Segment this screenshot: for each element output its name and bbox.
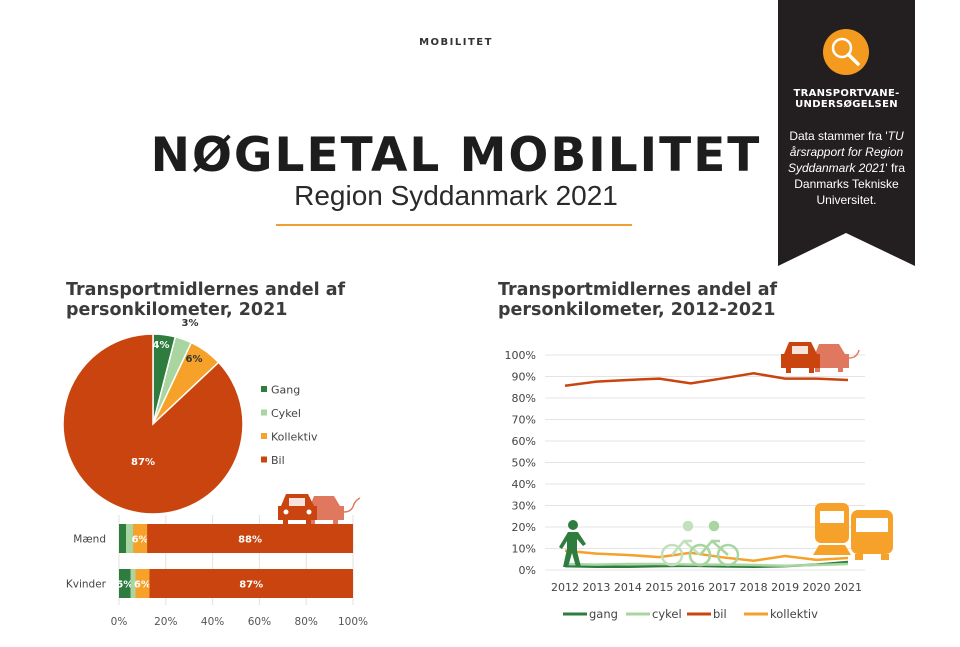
pie-data-label: 4% — [153, 340, 170, 351]
banner-text-prefix: Data stammer fra ' — [789, 129, 888, 143]
bar-data-label: 6% — [134, 580, 151, 591]
legend-label-kollektiv: kollektiv — [770, 607, 818, 621]
bus-icon — [851, 510, 893, 560]
line-series-bil — [564, 372, 849, 387]
train-icon — [813, 503, 851, 555]
x-tick-label: 2019 — [771, 581, 799, 594]
legend-label-cykel: cykel — [652, 607, 682, 621]
legend-label-bil: Bil — [271, 454, 285, 467]
bar-segment-bil — [149, 569, 353, 598]
x-tick-label: 0% — [111, 616, 128, 628]
pie-slice-bil — [62, 333, 244, 515]
banner-shape — [778, 0, 915, 266]
x-tick-label: 20% — [154, 616, 177, 628]
bar-segment-gang — [119, 524, 127, 553]
x-tick-label: 2012 — [551, 581, 579, 594]
line-chart: 0%10%20%30%40%50%60%70%80%90%100%2012 201… — [505, 349, 865, 621]
pie-data-label: 87% — [131, 457, 155, 468]
y-tick-label: 50% — [512, 457, 536, 470]
bar-data-label: 5% — [116, 580, 133, 591]
bicycles-icon — [660, 520, 740, 567]
pie-data-label: 3% — [182, 318, 199, 329]
legend-swatch-bil — [261, 456, 267, 463]
bar-segment-gang — [119, 569, 131, 598]
x-tick-label: 2016 — [677, 581, 705, 594]
x-tick-label: 2021 — [834, 581, 862, 594]
bar-segment-bil — [147, 524, 353, 553]
y-tick-label: 90% — [512, 371, 536, 384]
cars-icon — [781, 342, 860, 373]
x-tick-label: 2018 — [740, 581, 768, 594]
bar-data-label: 88% — [238, 535, 262, 546]
banner-heading: TRANSPORTVANE- UNDERSØGELSEN — [778, 88, 915, 110]
legend-label-bil: bil — [713, 607, 727, 621]
magnifier-icon — [823, 29, 869, 75]
y-tick-label: 60% — [512, 435, 536, 448]
bar-segment-kollektiv — [135, 569, 150, 598]
bar-segment-kollektiv — [133, 524, 148, 553]
pie-legend: Gang Cykel Kollektiv Bil — [261, 384, 318, 467]
x-tick-label: 2017 — [708, 581, 736, 594]
pie-data-label: 6% — [186, 354, 203, 365]
y-tick-label: 10% — [512, 543, 536, 556]
banner-text: Data stammer fra 'TU årsrapport for Regi… — [782, 128, 911, 208]
x-tick-label: 60% — [248, 616, 271, 628]
legend-label-kollektiv: Kollektiv — [271, 431, 318, 444]
source-banner: TRANSPORTVANE- UNDERSØGELSEN Data stamme… — [778, 0, 915, 266]
bar-category-label: Mænd — [73, 534, 106, 546]
line-series-kollektiv — [564, 549, 849, 563]
stacked-bar-chart: 0% 20% 40% 60% 80% 100%Mænd 6% 88%Kvinder 5% 6% 87… — [66, 515, 368, 628]
page-title: NØGLETAL MOBILITET — [150, 128, 762, 183]
bar-segment-cykel — [130, 569, 136, 598]
legend-swatch-gang — [261, 386, 267, 392]
y-tick-label: 0% — [519, 564, 536, 577]
x-tick-label: 100% — [338, 616, 368, 628]
legend-label-gang: Gang — [271, 384, 300, 397]
x-tick-label: 2014 — [614, 581, 642, 594]
bar-segment-cykel — [126, 524, 134, 553]
x-tick-label: 40% — [201, 616, 224, 628]
y-tick-label: 70% — [512, 414, 536, 427]
banner-heading-line1: TRANSPORTVANE- — [793, 88, 900, 99]
walking-person-icon — [559, 520, 586, 567]
title-underline — [276, 224, 632, 226]
y-tick-label: 30% — [512, 500, 536, 513]
pie-chart-title: Transportmidlernes andel af personkilome… — [66, 280, 346, 320]
x-tick-label: 2013 — [582, 581, 610, 594]
cars-icon — [278, 494, 361, 525]
banner-text-source: TU årsrapport for Region Syddanmark 2021 — [787, 129, 904, 175]
x-tick-label: 2020 — [803, 581, 831, 594]
bar-category-label: Kvinder — [66, 579, 107, 591]
legend-label-cykel: Cykel — [271, 407, 301, 420]
section-kicker: MOBILITET — [419, 37, 493, 48]
bar-data-label: 6% — [132, 535, 149, 546]
y-tick-label: 40% — [512, 478, 536, 491]
page-subtitle: Region Syddanmark 2021 — [294, 180, 618, 211]
y-tick-label: 20% — [512, 521, 536, 534]
banner-text-suffix: ' fra Danmarks Tekniske Universitet. — [794, 161, 906, 207]
legend-swatch-cykel — [261, 409, 267, 416]
bar-data-label: 87% — [239, 580, 263, 591]
legend-label-gang: gang — [589, 607, 618, 621]
pie-chart: 4% 3% 6% 87% — [62, 318, 244, 515]
legend-swatch-kollektiv — [261, 433, 267, 439]
x-tick-label: 80% — [295, 616, 318, 628]
x-tick-label: 2015 — [645, 581, 673, 594]
banner-heading-line2: UNDERSØGELSEN — [795, 99, 898, 110]
y-tick-label: 80% — [512, 392, 536, 405]
line-chart-title: Transportmidlernes andel af personkilome… — [498, 280, 778, 320]
y-tick-label: 100% — [505, 349, 536, 362]
line-series-cykel — [564, 562, 849, 567]
